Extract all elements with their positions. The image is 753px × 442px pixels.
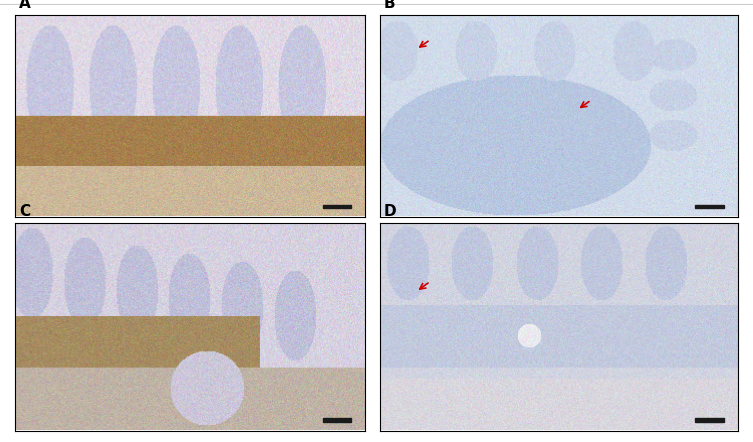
Text: C: C — [19, 204, 30, 219]
Bar — [323, 419, 351, 422]
Text: D: D — [384, 204, 397, 219]
Text: B: B — [384, 0, 395, 11]
Bar — [695, 205, 724, 208]
Text: A: A — [19, 0, 31, 11]
Bar — [695, 419, 724, 422]
Bar — [323, 205, 351, 208]
